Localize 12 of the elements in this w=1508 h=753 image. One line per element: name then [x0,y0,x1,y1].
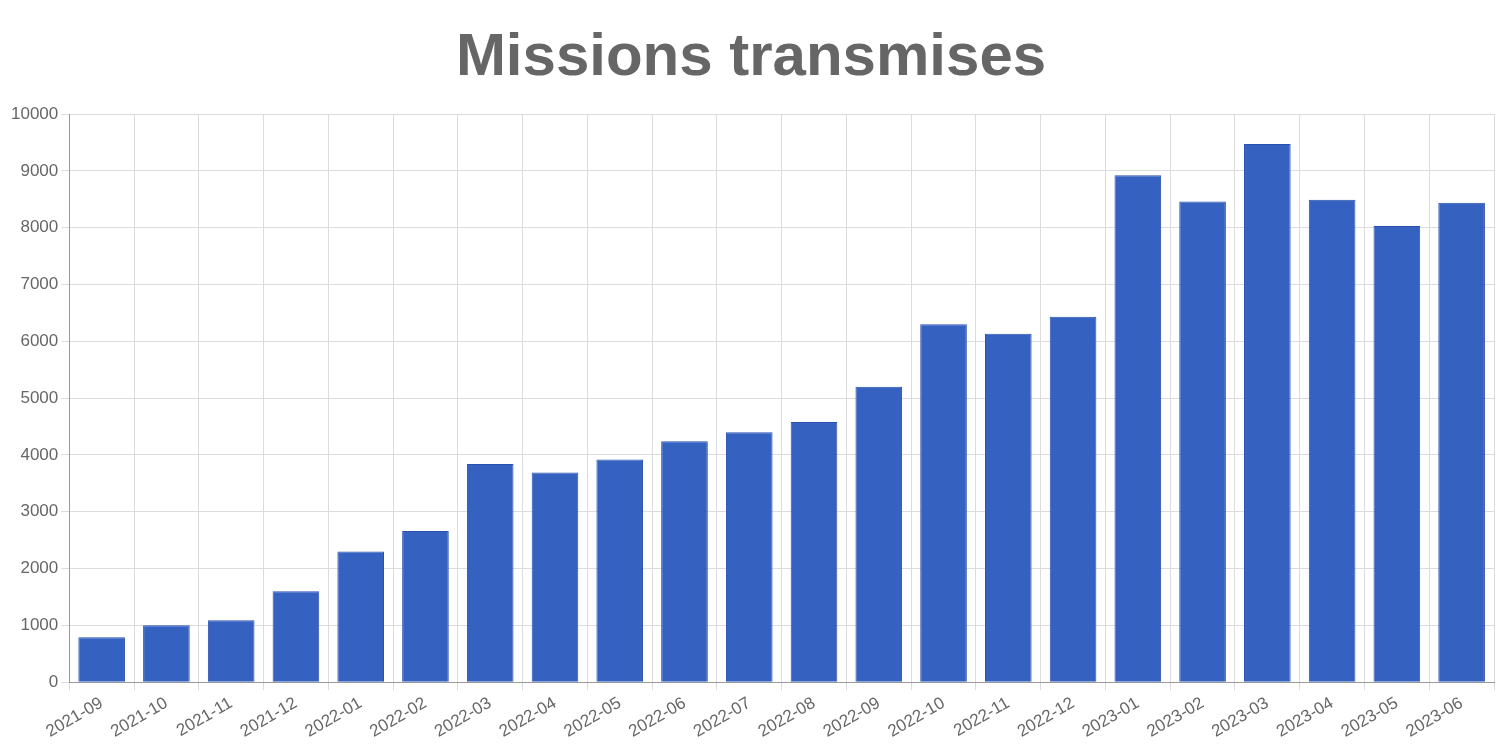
y-tick-label: 6000 [20,330,59,350]
y-tick-label: 7000 [20,274,59,294]
y-tick-label: 10000 [10,103,59,123]
y-tick-label: 2000 [20,558,59,578]
y-tick-label: 9000 [20,160,59,180]
y-tick-label: 1000 [20,615,59,635]
y-tick-label: 8000 [20,217,59,237]
y-tick-label: 5000 [20,387,59,407]
y-tick-label: 4000 [20,444,59,464]
chart-title: Missions transmises [455,20,1047,88]
y-tick-label: 3000 [20,501,59,521]
y-tick-label: 0 [48,671,59,691]
